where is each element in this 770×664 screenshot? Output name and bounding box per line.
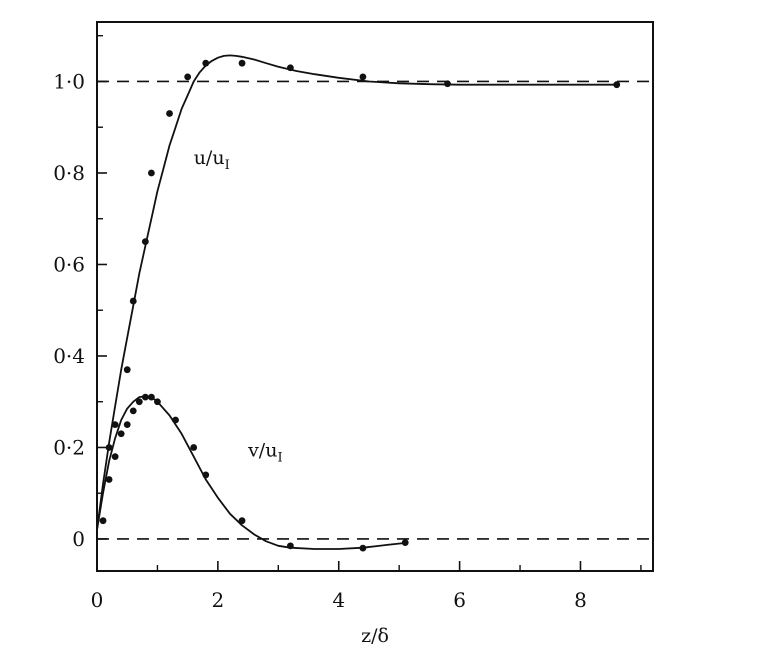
data-point-v xyxy=(99,517,107,525)
data-point-u xyxy=(238,59,246,67)
data-point-u xyxy=(141,238,149,246)
y-tick-label: 0·2 xyxy=(53,435,85,459)
data-point-v xyxy=(141,393,149,401)
series-curves xyxy=(96,54,620,550)
series-line-u xyxy=(96,54,620,530)
data-point-v xyxy=(129,407,137,415)
data-point-v xyxy=(172,416,179,424)
data-point-v xyxy=(135,398,143,406)
data-point-v xyxy=(117,430,125,438)
axis-ticks: 0 2 4 6 8 0 0·2 0·4 0·6 0·8 1·0 xyxy=(53,35,642,612)
data-point-u xyxy=(286,64,294,72)
data-point-v xyxy=(401,539,409,547)
data-point-v xyxy=(238,517,246,525)
curve-label-v: v/uI xyxy=(247,440,283,466)
y-tick-label: 0·6 xyxy=(53,252,85,276)
data-point-u xyxy=(147,169,155,177)
data-point-u xyxy=(111,421,119,428)
y-tick-label: 1·0 xyxy=(53,69,85,93)
y-tick-label: 0 xyxy=(72,527,85,551)
data-point-v xyxy=(286,542,294,550)
data-point-v xyxy=(147,393,155,401)
series-line-v xyxy=(96,395,409,550)
data-point-u xyxy=(129,297,137,305)
data-point-v xyxy=(111,453,119,461)
data-point-v xyxy=(190,444,198,451)
x-axis-title: z/δ xyxy=(361,625,389,647)
data-point-u xyxy=(202,59,210,67)
data-point-v xyxy=(154,398,161,406)
x-tick-label: 2 xyxy=(212,588,225,612)
data-point-u xyxy=(184,73,192,81)
curve-label-u: u/uI xyxy=(194,147,230,173)
x-tick-label: 4 xyxy=(332,588,345,612)
data-point-u xyxy=(105,444,113,451)
data-point-u xyxy=(444,80,451,88)
x-tick-label: 6 xyxy=(453,588,466,612)
x-tick-label: 0 xyxy=(91,588,104,612)
data-point-u xyxy=(613,81,621,89)
data-point-v xyxy=(359,544,367,552)
data-point-u xyxy=(359,73,367,81)
x-tick-label: 8 xyxy=(574,588,587,612)
data-point-u xyxy=(123,366,131,374)
series-points xyxy=(99,59,621,552)
data-point-v xyxy=(202,471,210,479)
plot-frame xyxy=(96,21,654,572)
curve-labels: u/uI v/uI xyxy=(194,147,283,466)
y-tick-label: 0·8 xyxy=(53,161,85,185)
data-point-u xyxy=(166,110,173,117)
reference-lines xyxy=(97,80,653,540)
y-tick-label: 0·4 xyxy=(53,344,85,368)
data-point-v xyxy=(123,421,131,428)
data-point-v xyxy=(105,476,113,483)
